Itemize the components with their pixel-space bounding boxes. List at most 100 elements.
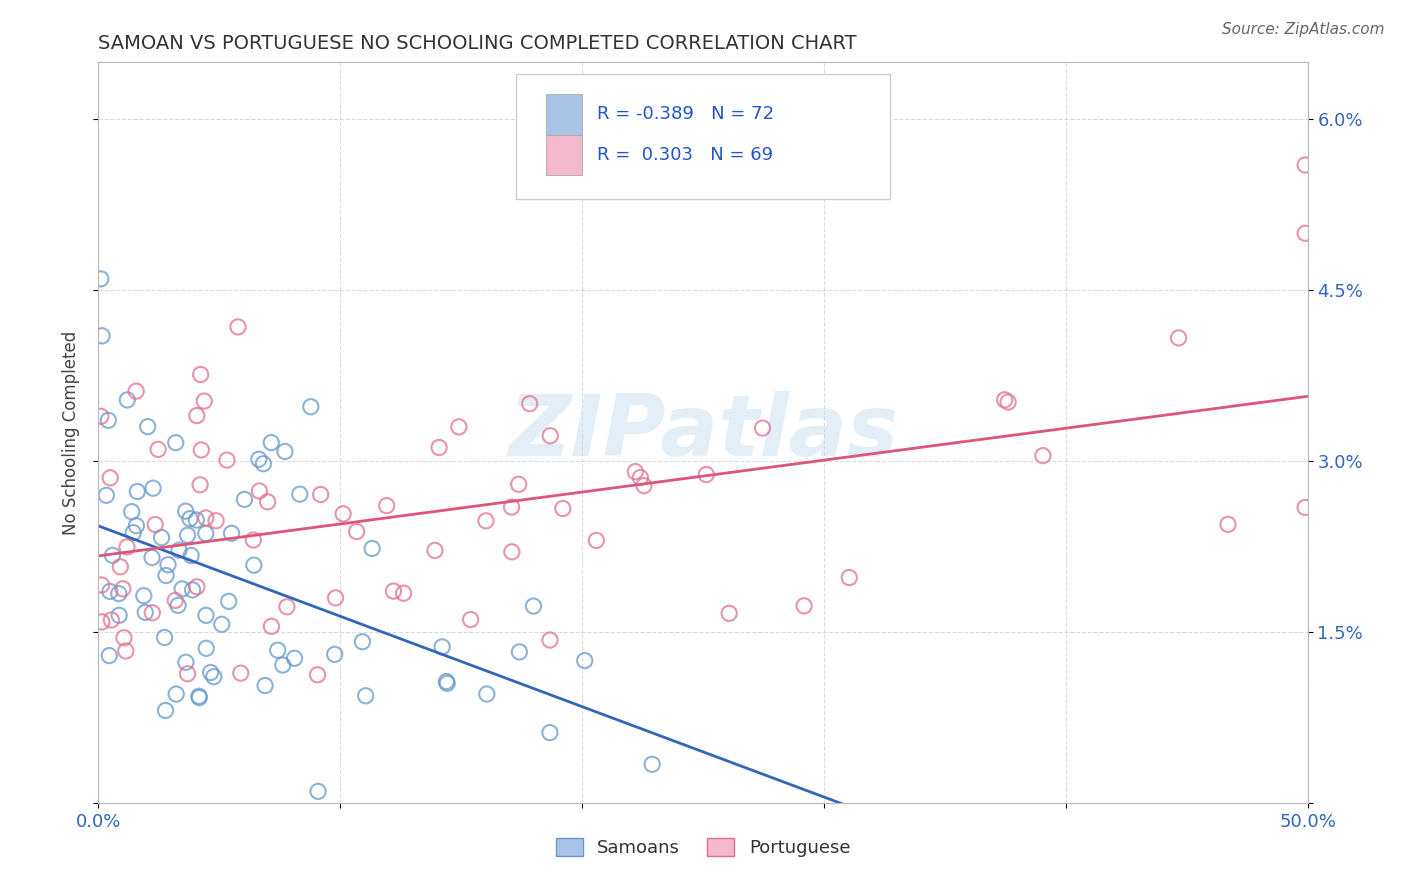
Point [141, 606, 163, 620]
Point [997, 395, 1019, 409]
Point [332, 507, 354, 521]
Point [508, 477, 530, 491]
Point [90, 615, 112, 629]
Point [628, 470, 651, 484]
Point [256, 495, 278, 509]
Point [96, 488, 118, 502]
Point [90, 272, 112, 286]
Point [194, 526, 217, 541]
Point [354, 689, 377, 703]
Point [117, 392, 139, 407]
Point [994, 392, 1017, 407]
Point [110, 559, 132, 574]
Point [153, 631, 176, 645]
Point [551, 501, 574, 516]
FancyBboxPatch shape [546, 94, 582, 135]
Point [194, 511, 217, 525]
Point [430, 640, 453, 654]
Point [97, 413, 120, 427]
Point [508, 645, 530, 659]
Point [188, 690, 211, 704]
Point [188, 690, 211, 705]
Point [136, 419, 159, 434]
Point [101, 549, 124, 563]
Point [352, 634, 374, 648]
Point [624, 465, 647, 479]
Point [460, 613, 482, 627]
Point [125, 518, 148, 533]
Point [176, 666, 198, 681]
Point [538, 429, 561, 443]
Point [585, 533, 607, 548]
Point [114, 644, 136, 658]
Point [522, 599, 544, 613]
Point [132, 589, 155, 603]
Point [134, 606, 156, 620]
Point [633, 478, 655, 492]
Point [307, 668, 329, 682]
Point [447, 420, 470, 434]
Point [186, 513, 208, 527]
Point [180, 549, 202, 563]
Point [427, 441, 450, 455]
Point [283, 651, 305, 665]
Point [190, 442, 212, 457]
Point [188, 477, 211, 491]
Point [375, 499, 398, 513]
Point [112, 631, 135, 645]
Point [194, 608, 217, 623]
Point [165, 687, 187, 701]
Point [751, 421, 773, 435]
Point [838, 570, 860, 584]
Point [695, 467, 717, 482]
Point [125, 384, 148, 398]
Point [323, 648, 346, 662]
Point [1294, 158, 1316, 172]
Point [146, 442, 169, 457]
Point [221, 526, 243, 541]
Point [501, 545, 523, 559]
Point [475, 687, 498, 701]
Point [226, 319, 249, 334]
Point [122, 525, 145, 540]
Point [155, 568, 177, 582]
Point [574, 654, 596, 668]
Text: ZIPatlas: ZIPatlas [508, 391, 898, 475]
Point [205, 514, 228, 528]
Point [243, 558, 266, 573]
Point [115, 540, 138, 554]
Point [174, 504, 197, 518]
Point [382, 584, 405, 599]
Point [141, 550, 163, 565]
Point [98, 584, 121, 599]
Point [274, 444, 297, 458]
Point [423, 543, 446, 558]
Point [392, 586, 415, 600]
Legend: Samoans, Portuguese: Samoans, Portuguese [548, 830, 858, 864]
Point [108, 608, 131, 623]
Point [190, 368, 212, 382]
Point [176, 528, 198, 542]
Text: SAMOAN VS PORTUGUESE NO SCHOOLING COMPLETED CORRELATION CHART: SAMOAN VS PORTUGUESE NO SCHOOLING COMPLE… [98, 34, 858, 53]
Point [195, 641, 218, 656]
Point [100, 613, 122, 627]
Point [150, 531, 173, 545]
Point [90, 578, 112, 592]
Point [475, 514, 498, 528]
Point [98, 471, 121, 485]
Point [247, 483, 270, 498]
Point [538, 633, 561, 648]
Point [167, 599, 190, 613]
Point [538, 725, 561, 739]
Point [91, 328, 114, 343]
Point [309, 487, 332, 501]
Point [165, 435, 187, 450]
Point [501, 500, 523, 514]
Point [143, 517, 166, 532]
Point [181, 582, 204, 597]
Point [229, 666, 252, 681]
Point [247, 452, 270, 467]
FancyBboxPatch shape [516, 73, 890, 200]
Point [361, 541, 384, 556]
Text: R = -0.389   N = 72: R = -0.389 N = 72 [596, 105, 773, 123]
